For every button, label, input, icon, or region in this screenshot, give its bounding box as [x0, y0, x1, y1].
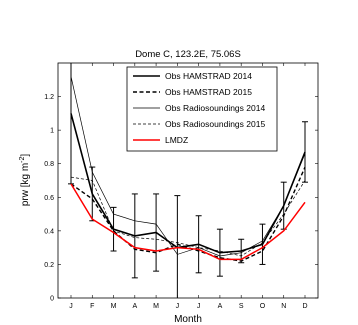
x-tick-label: J: [176, 303, 180, 310]
series-lmdz: [70, 183, 306, 261]
legend: Obs HAMSTRAD 2014 Obs HAMSTRAD 2015 Obs Ra…: [126, 66, 278, 152]
y-tick-label: 0: [50, 296, 54, 303]
x-tick-label: O: [260, 303, 266, 310]
y-axis-label: prw [kg m-2]: [19, 154, 31, 207]
y-tick-label: 0.6: [44, 195, 54, 202]
x-tick-label: A: [218, 303, 223, 310]
legend-entry-label: Obs HAMSTRAD 2015: [165, 87, 252, 97]
x-tick-label: F: [90, 303, 94, 310]
y-tick-label: 0.8: [44, 161, 54, 168]
y-axis-label-superscript: -2: [19, 157, 26, 163]
series-layer: [68, 63, 308, 298]
y-tick-label: 1.2: [44, 94, 54, 101]
legend-box: [126, 66, 278, 152]
legend-entry-label: Obs HAMSTRAD 2014: [165, 71, 252, 81]
plot-area-frame: [57, 62, 319, 299]
y-tick-label: 0.4: [44, 228, 54, 235]
series-line: [70, 113, 306, 254]
x-tick-label: A: [132, 303, 137, 310]
series-line: [70, 76, 306, 257]
x-axis-label: Month: [174, 314, 202, 325]
x-tick-label: M: [111, 303, 117, 310]
chart-title: Dome C, 123.2E, 75.06S: [135, 49, 241, 60]
legend-entry-label: Obs Radiosoundings 2015: [165, 119, 265, 129]
series-obs-radiosoundings-2014: [70, 76, 306, 257]
legend-entry-label: Obs Radiosoundings 2014: [165, 103, 265, 113]
series-obs-hamstrad-2014: [68, 63, 308, 298]
x-tick-label: J: [197, 303, 201, 310]
series-line: [70, 183, 306, 261]
y-tick-label: 1: [50, 128, 54, 135]
y-tick-label: 0.2: [44, 262, 54, 269]
y-axis-label-bracket: ]: [20, 154, 31, 157]
x-tick-label: M: [153, 303, 159, 310]
x-tick-label: J: [69, 303, 73, 310]
y-axis: 0 0.2 0.4 0.6 0.8 1 1.2: [44, 94, 318, 303]
y-axis-label-text: prw [kg m: [20, 163, 31, 206]
x-tick-label: D: [302, 303, 307, 310]
legend-entry-label: LMDZ: [165, 135, 188, 145]
x-tick-label: S: [239, 303, 244, 310]
x-tick-label: N: [281, 303, 286, 310]
